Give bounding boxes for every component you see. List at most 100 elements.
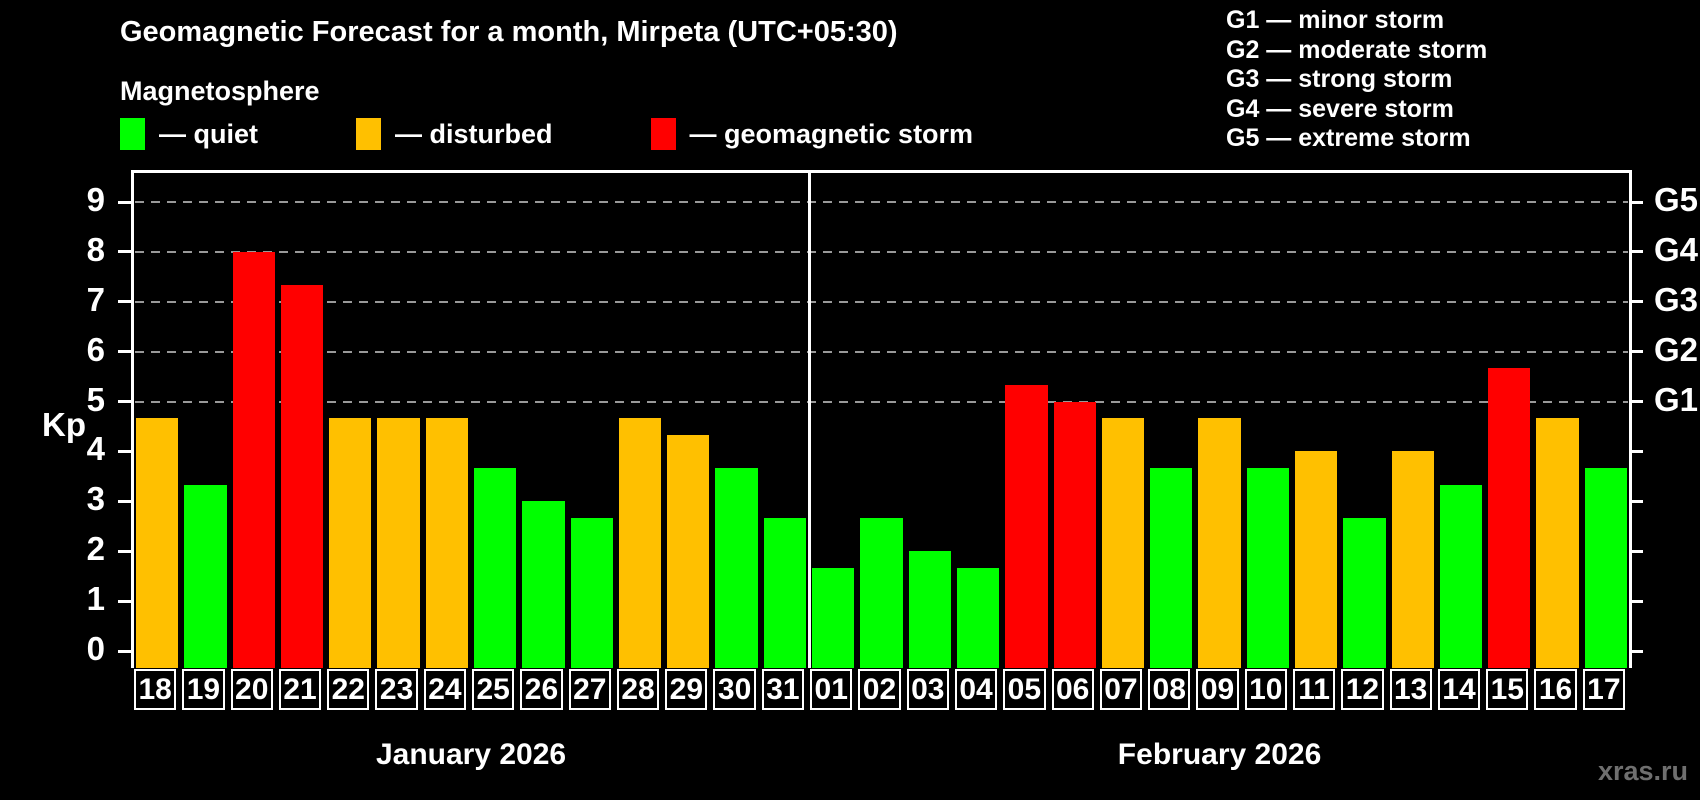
y-axis-tick (118, 300, 132, 304)
kp-bar (1150, 467, 1193, 668)
y-axis-tick-label: 5 (86, 380, 105, 418)
date-cell: 10 (1244, 669, 1287, 710)
kp-bar (1053, 401, 1096, 668)
right-axis-tick (1629, 250, 1643, 254)
storm-color-swatch (650, 118, 676, 150)
date-cell: 26 (520, 669, 563, 710)
month-divider-line (807, 172, 811, 668)
kp-bar (1294, 451, 1338, 668)
legend-item-quiet: — quiet (120, 118, 258, 150)
y-axis-tick-label: 4 (86, 430, 105, 468)
kp-bar (1198, 418, 1241, 668)
kp-bar (908, 551, 951, 668)
page-title: Geomagnetic Forecast for a month, Mirpet… (120, 16, 898, 48)
kp-bar (425, 418, 469, 668)
kp-bar (377, 418, 420, 668)
legend-label: — geomagnetic storm (689, 118, 974, 149)
date-cell: 24 (423, 669, 467, 710)
date-cell: 05 (1003, 669, 1046, 710)
y-axis-tick-label: 6 (86, 330, 105, 368)
magnetosphere-subtitle: Magnetosphere (120, 76, 320, 106)
date-cell: 21 (278, 669, 322, 710)
y-axis-tick-label: 2 (86, 530, 105, 568)
date-cell: 29 (665, 669, 708, 710)
kp-bar (1343, 517, 1386, 668)
legend-label: — disturbed (395, 118, 553, 149)
date-cell: 13 (1389, 669, 1432, 710)
g-level-label: G2 (1654, 330, 1699, 368)
kp-bar (1005, 385, 1048, 668)
date-cell: 28 (616, 669, 660, 710)
kp-bar (570, 517, 613, 668)
y-axis-tick (118, 449, 132, 453)
g-level-label: G4 (1654, 230, 1699, 268)
storm-scale-item: G4 — severe storm (1226, 94, 1454, 123)
kp-gridline (135, 350, 1628, 353)
y-axis-title: Kp (42, 406, 86, 443)
watermark: xras.ru (1597, 756, 1688, 786)
right-axis-line (1629, 170, 1632, 668)
date-cell: 09 (1196, 669, 1239, 710)
right-axis-tick (1629, 649, 1643, 653)
right-axis-tick (1629, 549, 1643, 553)
legend-label: — quiet (159, 118, 258, 149)
kp-bar (763, 517, 807, 668)
kp-bar (280, 285, 324, 668)
date-cell: 19 (182, 669, 225, 710)
storm-scale-item: G5 — extreme storm (1226, 124, 1471, 152)
right-axis-tick (1629, 200, 1643, 204)
date-cell: 04 (954, 669, 998, 710)
right-axis-tick (1629, 300, 1643, 304)
date-cell: 07 (1099, 669, 1143, 710)
kp-bar (474, 467, 517, 668)
kp-bar (329, 418, 372, 668)
month-label: February 2026 (1117, 738, 1322, 771)
kp-bar (715, 467, 758, 668)
date-cell: 17 (1582, 669, 1625, 710)
right-axis-tick (1629, 599, 1643, 603)
date-cell: 03 (906, 669, 949, 710)
kp-bar (136, 418, 179, 668)
kp-bar (184, 484, 227, 668)
y-axis-tick (118, 549, 132, 553)
g-level-label: G5 (1654, 181, 1699, 219)
y-axis-tick-label: 9 (86, 181, 105, 219)
kp-gridline (135, 400, 1628, 403)
kp-gridline (135, 300, 1628, 303)
right-axis-tick (1629, 400, 1643, 404)
date-cell: 27 (568, 669, 611, 710)
kp-bar (667, 435, 710, 668)
right-axis-tick (1629, 350, 1643, 354)
date-cell: 22 (327, 669, 370, 710)
y-axis-tick (118, 400, 132, 404)
kp-bar (1439, 484, 1483, 668)
y-axis-tick (118, 649, 132, 653)
y-axis-tick (118, 200, 132, 204)
storm-scale-item: G3 — strong storm (1226, 65, 1453, 93)
y-axis-tick (118, 350, 132, 354)
date-cell: 08 (1148, 669, 1191, 710)
kp-bar (232, 251, 275, 668)
g-level-label: G3 (1654, 280, 1699, 318)
kp-gridline (135, 201, 1628, 204)
storm-scale-item: G2 — moderate storm (1226, 35, 1488, 64)
date-cell: 20 (230, 669, 273, 710)
kp-gridline (135, 250, 1628, 253)
y-axis-line (131, 170, 134, 668)
date-cell: 06 (1051, 669, 1094, 710)
date-cell: 30 (713, 669, 756, 710)
y-axis-tick-label: 1 (86, 580, 105, 618)
y-axis-tick-label: 3 (86, 480, 105, 518)
plot-top-border (131, 170, 1632, 173)
date-cell: 31 (761, 669, 805, 710)
month-label: January 2026 (375, 738, 567, 771)
right-axis-tick (1629, 499, 1643, 503)
date-cell: 01 (810, 669, 853, 710)
date-cell: 23 (375, 669, 418, 710)
kp-bar (618, 418, 662, 668)
y-axis-tick-label: 7 (86, 280, 105, 318)
date-cell: 14 (1437, 669, 1481, 710)
date-cell: 18 (134, 669, 177, 710)
status-legend: — quiet — disturbed — geomagnetic storm (120, 118, 973, 150)
